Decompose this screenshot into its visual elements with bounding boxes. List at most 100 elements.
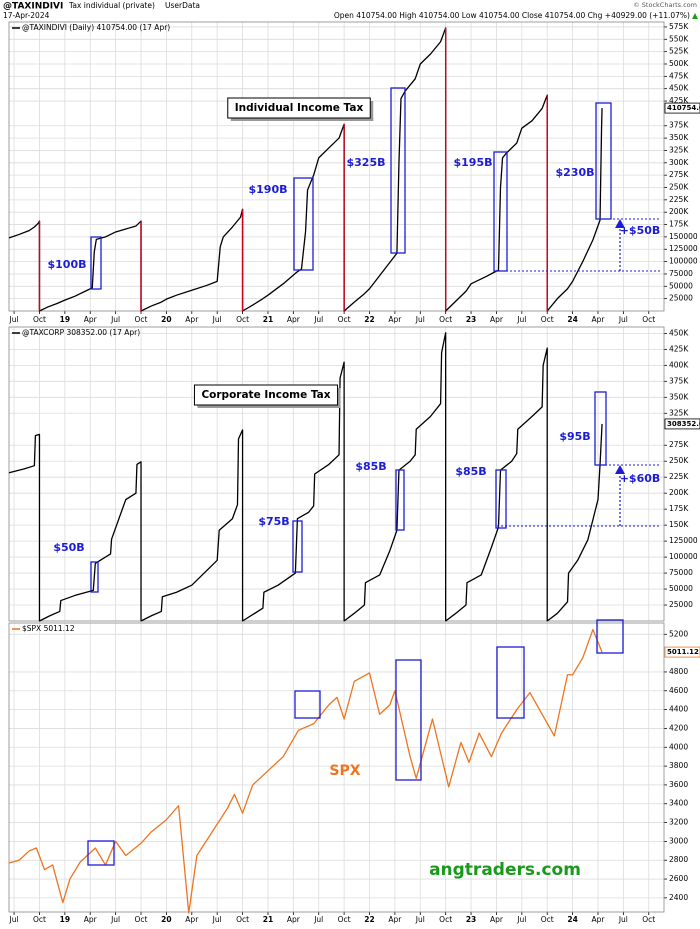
y-tick-label: 75000 <box>669 269 693 278</box>
x-tick-label: 23 <box>466 915 476 924</box>
y-tick-label: 4800 <box>669 667 688 676</box>
plot-frame <box>8 622 665 913</box>
legend-label: @TAXINDIVI (Daily) 410754.00 (17 Apr) <box>22 23 170 32</box>
x-tick-label: Jul <box>313 915 323 924</box>
x-tick-label: Oct <box>642 915 655 924</box>
annotation: $195B <box>454 156 493 169</box>
x-tick-label: Apr <box>592 315 606 324</box>
annotation: $325B <box>347 156 386 169</box>
y-tick-label: 25000 <box>669 600 693 609</box>
y-tick-label: 100000 <box>669 552 698 561</box>
highlight-box <box>395 469 405 531</box>
highlight-box <box>595 102 612 220</box>
x-tick-label: Oct <box>33 915 46 924</box>
annotation: $85B <box>355 460 386 473</box>
plot-frame <box>8 326 665 622</box>
last-value-label: 5011.12 <box>667 648 699 656</box>
x-tick-label: Jul <box>212 315 222 324</box>
y-tick-label: 500K <box>669 59 689 68</box>
highlight-box <box>493 151 508 272</box>
y-tick-label: 4200 <box>669 723 688 732</box>
x-tick-label: 24 <box>567 315 577 324</box>
x-tick-label: Apr <box>388 315 402 324</box>
x-tick-label: Apr <box>185 315 199 324</box>
y-tick-label: 525K <box>669 47 689 56</box>
x-tick-label: Jul <box>212 915 222 924</box>
y-tick-label: 350K <box>669 392 689 401</box>
x-tick-label: Apr <box>490 315 504 324</box>
annotation-frame <box>227 97 371 119</box>
y-tick-label: 3200 <box>669 818 688 827</box>
annotation-shadow <box>337 388 341 408</box>
x-tick-label: Jul <box>110 315 120 324</box>
y-tick-label: 200K <box>669 488 689 497</box>
x-tick-label: Oct <box>135 315 148 324</box>
x-tick-label: Jul <box>516 915 526 924</box>
credit: © StockCharts.com <box>633 1 697 9</box>
highlight-box <box>496 646 525 719</box>
y-tick-label: 250K <box>669 456 689 465</box>
arrow-head <box>615 219 625 228</box>
y-tick-label: 175K <box>669 220 689 229</box>
y-tick-label: 150K <box>669 520 689 529</box>
annotation-title: Individual Income Tax <box>235 102 364 114</box>
x-tick-label: Jul <box>9 915 19 924</box>
quote: Open 410754.00 High 410754.00 Low 410754… <box>334 11 690 20</box>
x-tick-label: Oct <box>236 915 249 924</box>
x-tick-label: Oct <box>541 915 554 924</box>
x-tick-label: Apr <box>490 915 504 924</box>
last-value-label: 410754.00 <box>667 104 700 112</box>
y-tick-label: 3000 <box>669 836 688 845</box>
y-tick-label: 475K <box>669 71 689 80</box>
annotation: $230B <box>556 166 595 179</box>
highlight-box <box>390 87 406 254</box>
x-tick-label: Oct <box>439 315 452 324</box>
y-tick-label: 325K <box>669 408 689 417</box>
chart-title: @TAXINDIVI <box>3 2 63 12</box>
annotation: $85B <box>455 465 486 478</box>
x-tick-label: Apr <box>84 315 98 324</box>
y-tick-label: 2600 <box>669 874 688 883</box>
x-tick-label: Apr <box>287 315 301 324</box>
x-tick-label: Apr <box>592 915 606 924</box>
annotation: $100B <box>48 258 87 271</box>
y-tick-label: 100000 <box>669 257 698 266</box>
x-tick-label: Jul <box>415 315 425 324</box>
x-tick-label: Jul <box>516 315 526 324</box>
annotation: +$50B <box>620 224 661 237</box>
x-tick-label: Apr <box>185 915 199 924</box>
x-tick-label: 21 <box>263 315 273 324</box>
y-tick-label: 4600 <box>669 686 688 695</box>
y-tick-label: 4400 <box>669 705 688 714</box>
x-tick-label: 24 <box>567 915 577 924</box>
annotation-shadow <box>197 405 341 408</box>
highlight-box <box>87 840 115 866</box>
y-tick-label: 4000 <box>669 742 688 751</box>
y-tick-label: 175K <box>669 504 689 513</box>
y-tick-label: 450K <box>669 328 689 337</box>
series-line <box>8 628 603 914</box>
annotation-shadow <box>230 118 374 121</box>
chart-subtitle: Tax individual (private) <box>68 1 155 10</box>
x-tick-label: Apr <box>287 915 301 924</box>
y-tick-label: 550K <box>669 34 689 43</box>
y-tick-label: 300K <box>669 158 689 167</box>
up-arrow <box>692 13 698 19</box>
annotation: SPX <box>329 763 360 779</box>
highlight-box <box>294 690 321 719</box>
annotation: $50B <box>53 541 84 554</box>
y-tick-label: 400K <box>669 360 689 369</box>
x-tick-label: 19 <box>60 915 70 924</box>
y-tick-label: 375K <box>669 376 689 385</box>
x-tick-label: Oct <box>33 315 46 324</box>
x-tick-label: Apr <box>388 915 402 924</box>
x-tick-label: Oct <box>338 915 351 924</box>
y-tick-label: 425K <box>669 96 689 105</box>
x-tick-label: Oct <box>236 315 249 324</box>
source-type: UserData <box>165 1 200 10</box>
highlight-box <box>395 659 422 781</box>
y-tick-label: 125000 <box>669 536 698 545</box>
y-tick-label: 125000 <box>669 244 698 253</box>
